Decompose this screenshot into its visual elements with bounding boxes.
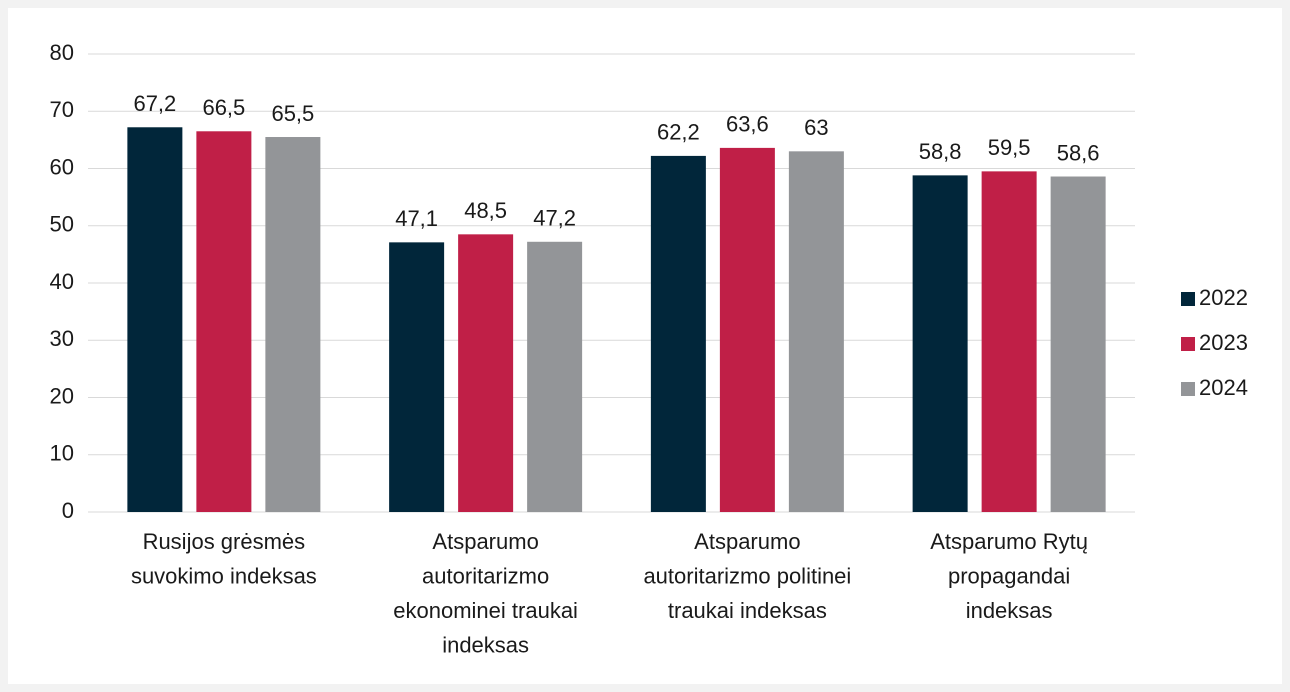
- y-tick-label: 30: [50, 326, 74, 351]
- data-label: 47,2: [533, 206, 576, 231]
- data-label: 62,2: [657, 120, 700, 145]
- bar: [196, 131, 252, 512]
- legend-swatch: [1181, 292, 1195, 306]
- legend-label: 2024: [1199, 375, 1248, 400]
- data-label: 59,5: [988, 135, 1031, 160]
- y-tick-label: 60: [50, 154, 74, 179]
- bar: [389, 242, 445, 513]
- y-tick-label: 0: [62, 498, 74, 523]
- x-tick-label: Rusijos grėsmės: [143, 529, 306, 554]
- y-tick-label: 80: [50, 40, 74, 65]
- data-label: 63,6: [726, 112, 769, 137]
- x-tick-label: Atsparumo: [432, 529, 538, 554]
- x-tick-label: Atsparumo Rytų: [930, 529, 1088, 554]
- bar: [981, 171, 1037, 513]
- bar: [650, 155, 706, 512]
- legend-label: 2022: [1199, 285, 1248, 310]
- x-tick-label: autoritarizmo: [422, 563, 549, 588]
- y-tick-label: 40: [50, 269, 74, 294]
- bar: [1050, 176, 1106, 512]
- bar: [127, 127, 183, 512]
- bar: [527, 241, 583, 512]
- x-tick-label: traukai indeksas: [668, 598, 827, 623]
- y-tick-label: 20: [50, 383, 74, 408]
- bar: [788, 151, 844, 512]
- bar: [458, 234, 514, 512]
- legend-swatch: [1181, 382, 1195, 396]
- x-tick-label: ekonominei traukai: [393, 598, 578, 623]
- data-label: 47,1: [395, 206, 438, 231]
- x-tick-label: Atsparumo: [694, 529, 800, 554]
- x-tick-label: propagandai: [948, 563, 1070, 588]
- y-tick-label: 50: [50, 212, 74, 237]
- data-label: 67,2: [133, 91, 176, 116]
- data-label: 58,8: [919, 139, 962, 164]
- x-tick-label: indeksas: [442, 632, 529, 657]
- y-tick-label: 70: [50, 97, 74, 122]
- data-label: 58,6: [1057, 140, 1100, 165]
- x-tick-label: autoritarizmo politinei: [643, 563, 851, 588]
- y-tick-label: 10: [50, 441, 74, 466]
- bar: [719, 147, 775, 512]
- bar: [265, 137, 321, 512]
- data-label: 65,5: [271, 101, 314, 126]
- legend-swatch: [1181, 337, 1195, 351]
- x-tick-label: suvokimo indeksas: [131, 563, 317, 588]
- bar: [912, 175, 968, 512]
- x-tick-label: indeksas: [966, 598, 1053, 623]
- data-label: 48,5: [464, 198, 507, 223]
- data-label: 66,5: [202, 95, 245, 120]
- data-label: 63: [804, 115, 828, 140]
- legend-label: 2023: [1199, 330, 1248, 355]
